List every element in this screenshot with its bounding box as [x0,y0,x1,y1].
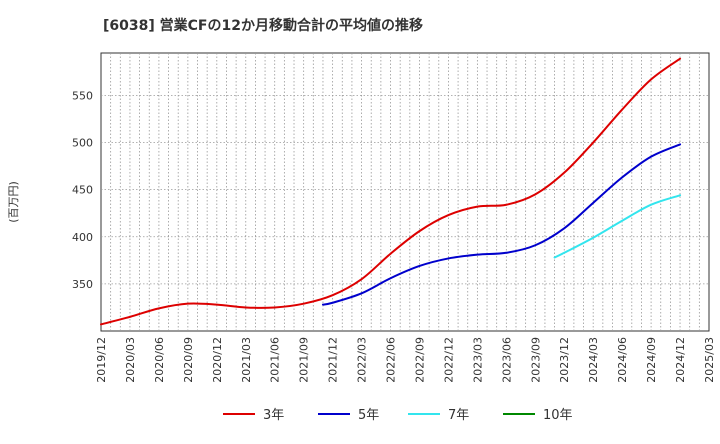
x-tick-label: 2022/06 [385,337,398,383]
y-tick-label: 500 [72,137,93,150]
series-line [100,57,682,326]
series-line [321,143,682,306]
x-tick-label: 2022/12 [442,337,455,383]
legend-label: 10年 [543,408,573,423]
y-tick-labels: 350 400 450 500 550 [72,89,93,290]
x-tick-label: 2023/03 [471,337,484,383]
x-tick-label: 2025/03 [703,337,716,383]
y-tick-label: 400 [72,231,93,244]
x-tick-label: 2021/06 [269,337,282,383]
x-tick-label: 2023/06 [500,337,513,383]
x-tick-label: 2020/06 [153,337,166,383]
legend-label: 5年 [358,408,379,423]
x-tick-label: 2024/06 [616,337,629,383]
y-tick-label: 550 [72,89,93,102]
x-tick-label: 2021/03 [240,337,253,383]
y-axis-label: (百万円) [7,181,20,223]
x-tick-label: 2020/12 [211,337,224,383]
x-tick-label: 2021/12 [327,337,340,383]
chart-title: [6038] 営業CFの12か月移動合計の平均値の推移 [103,17,423,34]
series-layer [100,57,682,326]
plot-area [100,52,710,332]
x-tick-label: 2023/12 [558,337,571,383]
x-tick-labels: 2019/12 2020/03 2020/06 2020/09 2020/12 2021/… [95,337,716,383]
legend-label: 3年 [263,408,284,423]
x-tick-label: 2022/03 [356,337,369,383]
x-tick-label: 2024/12 [674,337,687,383]
x-tick-label: 2021/09 [298,337,311,383]
x-tick-label: 2023/09 [529,337,542,383]
x-tick-label: 2020/03 [124,337,137,383]
y-tick-label: 350 [72,278,93,291]
legend: 3年 5年 7年 10年 [223,408,573,423]
grid-layer [101,53,709,331]
x-tick-label: 2022/09 [413,337,426,383]
x-tick-label: 2019/12 [95,337,108,383]
x-tick-label: 2024/03 [587,337,600,383]
x-tick-label: 2020/09 [182,337,195,383]
x-tick-label: 2024/09 [645,337,658,383]
legend-label: 7年 [448,408,469,423]
y-tick-label: 450 [72,184,93,197]
series-line [553,194,682,259]
